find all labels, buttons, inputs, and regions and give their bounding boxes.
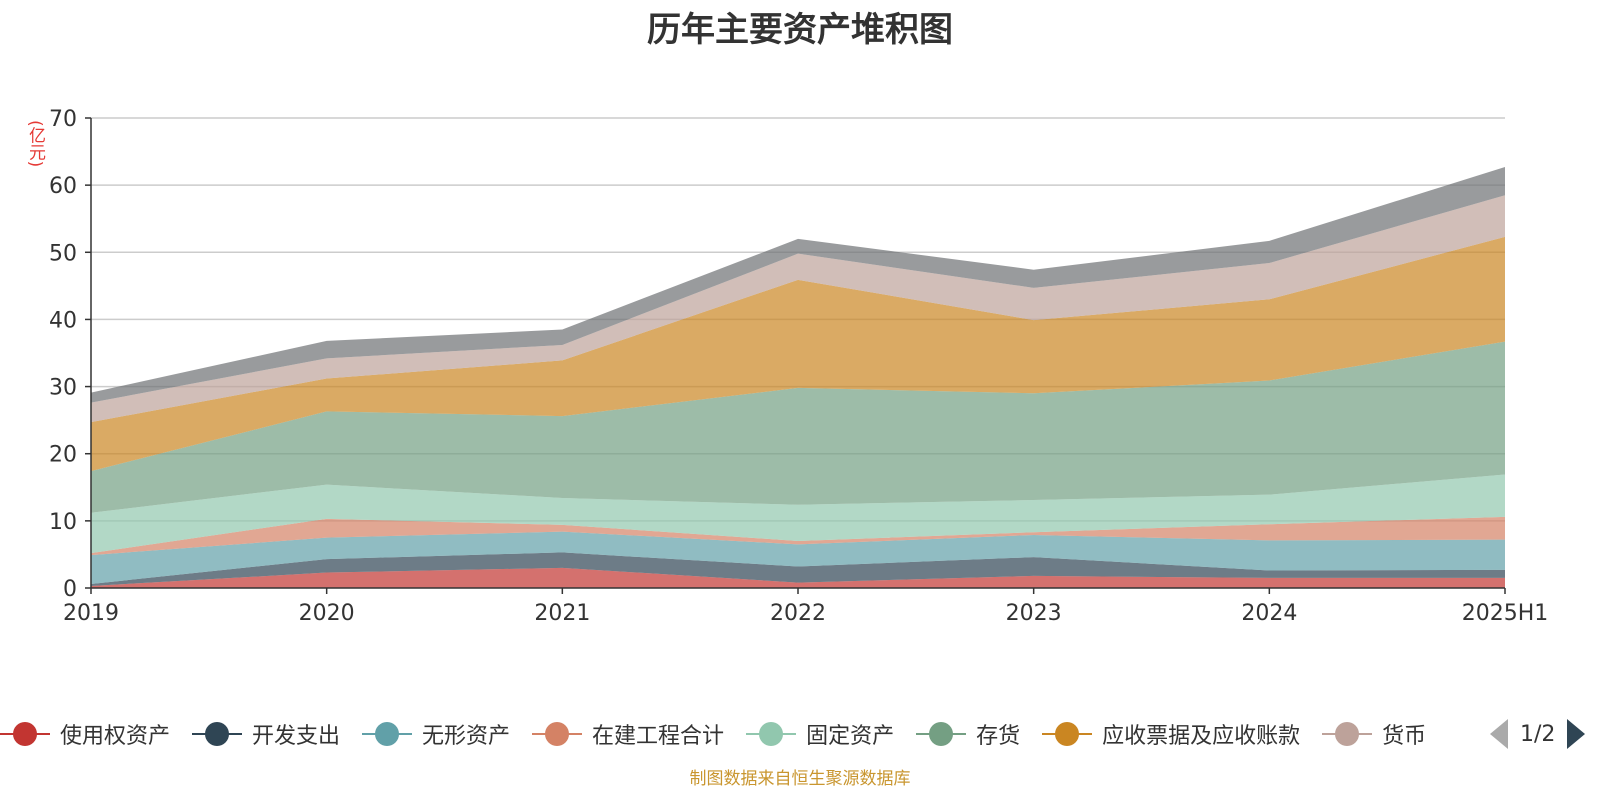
legend-item[interactable]: 固定资产 (746, 718, 894, 750)
legend-label: 应收票据及应收账款 (1102, 724, 1301, 749)
legend-prev-page-icon[interactable] (1490, 719, 1508, 749)
y-tick-label: 60 (49, 174, 77, 199)
legend-item[interactable]: 开发支出 (192, 718, 340, 750)
x-tick-label: 2022 (770, 601, 826, 626)
legend-marker-icon (362, 722, 413, 746)
x-tick-label: 2024 (1241, 601, 1297, 626)
legend-item[interactable]: 应收票据及应收账款 (1042, 718, 1300, 750)
area-series-1[interactable] (91, 552, 1505, 586)
area-series-7[interactable] (91, 195, 1505, 423)
area-series-4[interactable] (91, 474, 1505, 554)
legend-next-page-icon[interactable] (1567, 719, 1586, 749)
area-series-6[interactable] (91, 236, 1505, 472)
y-tick-label: 20 (49, 443, 77, 468)
legend-label: 在建工程合计 (592, 724, 725, 749)
legend-marker-icon (1322, 722, 1373, 746)
legend: 使用权资产 开发支出 无形资产 在建工程合计 固定资产 存货 应收票据及应收账款 货币 1/2 (0, 712, 1600, 756)
y-tick-label: 50 (49, 241, 77, 266)
y-tick-label: 40 (49, 308, 77, 333)
legend-page-indicator: 1/2 (1520, 721, 1556, 747)
legend-marker-icon (0, 722, 50, 746)
y-tick-label: 70 (49, 107, 77, 132)
legend-marker-icon (532, 722, 583, 746)
legend-marker-icon (192, 722, 243, 746)
legend-label: 使用权资产 (60, 724, 171, 749)
legend-label: 货币 (1382, 724, 1427, 749)
legend-marker-icon (916, 722, 967, 746)
legend-pager: 1/2 (1482, 712, 1600, 756)
legend-marker-icon (1042, 722, 1093, 746)
legend-label: 存货 (976, 724, 1021, 749)
x-tick-label: 2025H1 (1462, 601, 1549, 626)
legend-item[interactable]: 在建工程合计 (532, 718, 724, 750)
y-tick-label: 0 (63, 577, 77, 602)
area-series-3[interactable] (91, 516, 1505, 556)
stacked-areas (91, 167, 1505, 588)
legend-marker-icon (746, 722, 797, 746)
legend-item[interactable]: 货币 (1322, 718, 1426, 750)
legend-label: 无形资产 (422, 724, 511, 749)
chart-plot: 0 10 20 30 40 50 60 70 2019 2020 2021 2022 2023 2024 2… (49, 107, 1548, 626)
area-series-5[interactable] (91, 341, 1505, 513)
area-series-8[interactable] (91, 167, 1505, 403)
area-series-2[interactable] (91, 531, 1505, 584)
x-tick-label: 2021 (534, 601, 590, 626)
x-tick-label: 2019 (63, 601, 119, 626)
y-tick-label: 10 (49, 510, 77, 535)
x-tick-label: 2020 (299, 601, 355, 626)
axes: 0 10 20 30 40 50 60 70 2019 2020 2021 2022 2023 2024 2… (49, 107, 1548, 626)
x-tick-label: 2023 (1006, 601, 1062, 626)
area-series-0[interactable] (91, 567, 1505, 588)
chart-title: 历年主要资产堆积图 (647, 10, 953, 50)
legend-item[interactable]: 无形资产 (362, 718, 510, 750)
legend-viewport: 使用权资产 开发支出 无形资产 在建工程合计 固定资产 存货 应收票据及应收账款 货币 (0, 712, 1482, 756)
legend-label: 固定资产 (806, 724, 895, 749)
legend-label: 开发支出 (252, 724, 341, 749)
y-axis-unit-label: (亿元) (25, 120, 45, 168)
legend-item[interactable]: 存货 (916, 718, 1020, 750)
legend-item[interactable]: 使用权资产 (0, 718, 170, 750)
legend-track: 使用权资产 开发支出 无形资产 在建工程合计 固定资产 存货 应收票据及应收账款 货币 (0, 712, 1482, 756)
source-note: 制图数据来自恒生聚源数据库 (689, 769, 911, 789)
y-tick-label: 30 (49, 376, 77, 401)
